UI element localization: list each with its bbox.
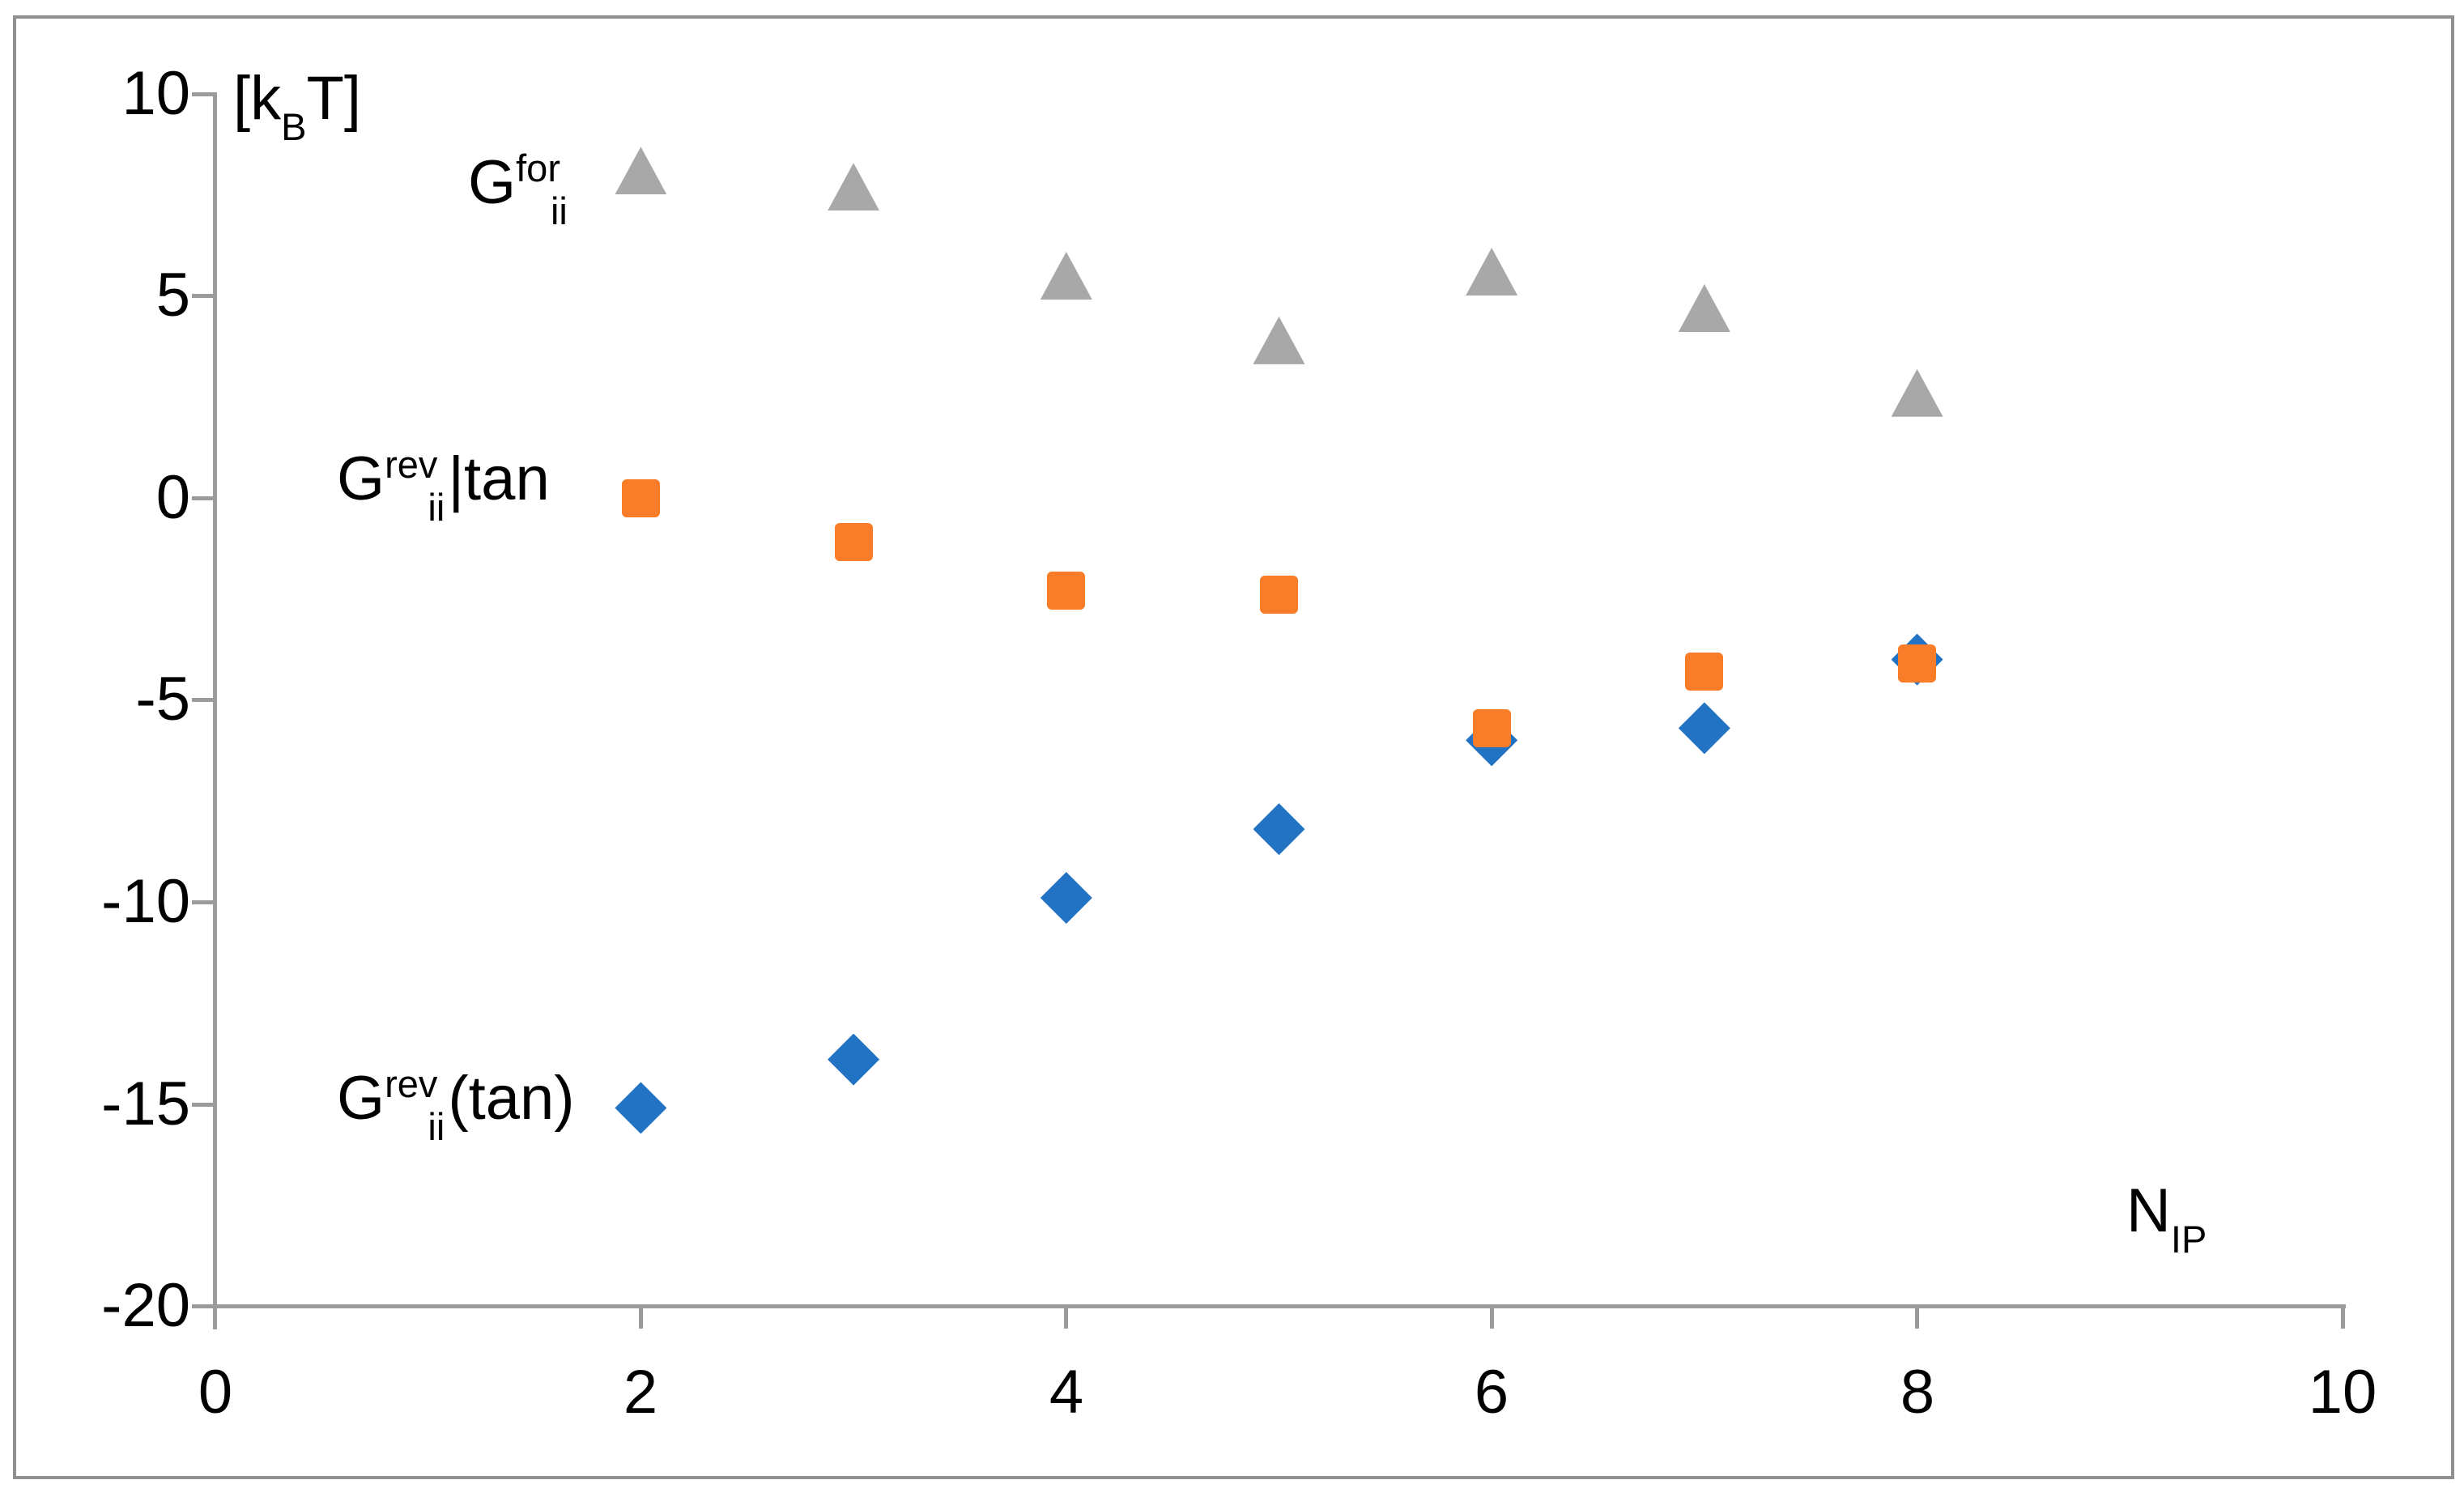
y-unit-close: T] (306, 64, 362, 133)
grev-paren-sub: ii (428, 1105, 445, 1148)
x-tick-6 (1490, 1306, 1494, 1329)
y-tick-label--10: -10 (101, 867, 190, 936)
grev-bar-suffix: |tan (448, 444, 550, 513)
x-tick-label-6: 6 (1474, 1358, 1509, 1427)
gfor-sup: for (516, 147, 560, 189)
x-tick-label-2: 2 (623, 1358, 658, 1427)
x-tick-8 (1915, 1306, 1919, 1329)
y-axis-line (213, 92, 217, 1329)
y-tick-label--20: -20 (101, 1271, 190, 1340)
x-axis-label: NIP (2126, 1180, 2207, 1259)
chart-outer-border (13, 15, 2454, 1479)
grev-paren-suffix: (tan) (448, 1064, 575, 1133)
series-label-grev-bar: Grevii|tan (337, 445, 550, 526)
point-G_rev_ii|tan-x4 (1047, 572, 1086, 610)
x-tick-label-10: 10 (2308, 1358, 2377, 1427)
grev-bar-sub: ii (428, 486, 445, 529)
grev-bar-base: G (337, 444, 385, 513)
y-tick--20 (192, 1304, 214, 1308)
gfor-base: G (468, 148, 517, 217)
point-G_rev_ii|tan-x7 (1685, 653, 1724, 691)
x-tick-label-0: 0 (198, 1358, 233, 1427)
x-axis-label-sub: IP (2170, 1218, 2207, 1261)
y-tick-5 (192, 294, 214, 298)
x-tick-4 (1064, 1306, 1068, 1329)
y-tick-label-10: 10 (121, 59, 190, 128)
point-G_rev_ii|tan-x5 (1260, 576, 1298, 615)
y-tick--15 (192, 1103, 214, 1107)
x-tick-label-4: 4 (1049, 1358, 1084, 1427)
y-unit-label: [kBT] (233, 68, 361, 147)
point-G_rev_ii|tan-x6 (1472, 708, 1511, 747)
grev-paren-sup: rev (385, 1062, 438, 1105)
point-G_rev_ii|tan-x3 (834, 523, 873, 562)
x-tick-2 (639, 1306, 643, 1329)
y-tick-label-5: 5 (155, 261, 190, 330)
y-unit-open: [k (233, 64, 282, 133)
x-axis-line (213, 1304, 2346, 1308)
series-label-gfor: Gforii (468, 149, 571, 230)
y-tick-10 (192, 92, 214, 96)
x-tick-10 (2341, 1306, 2345, 1329)
point-G_rev_ii|tan-x8 (1898, 644, 1937, 683)
y-tick--10 (192, 900, 214, 904)
x-axis-label-base: N (2126, 1176, 2171, 1245)
series-label-grev-paren: Grevii(tan) (337, 1065, 575, 1146)
y-tick--5 (192, 698, 214, 702)
y-unit-sub: B (281, 105, 307, 148)
point-G_rev_ii|tan-x2 (621, 478, 660, 517)
y-tick-0 (192, 496, 214, 500)
gfor-sub: ii (550, 189, 568, 232)
y-tick-label-0: 0 (155, 463, 190, 532)
y-tick-label--15: -15 (101, 1070, 190, 1138)
y-tick-label--5: -5 (135, 665, 190, 734)
x-tick-label-8: 8 (1900, 1358, 1935, 1427)
x-tick-0 (213, 1306, 217, 1329)
grev-bar-sup: rev (385, 443, 438, 486)
grev-paren-base: G (337, 1064, 385, 1133)
